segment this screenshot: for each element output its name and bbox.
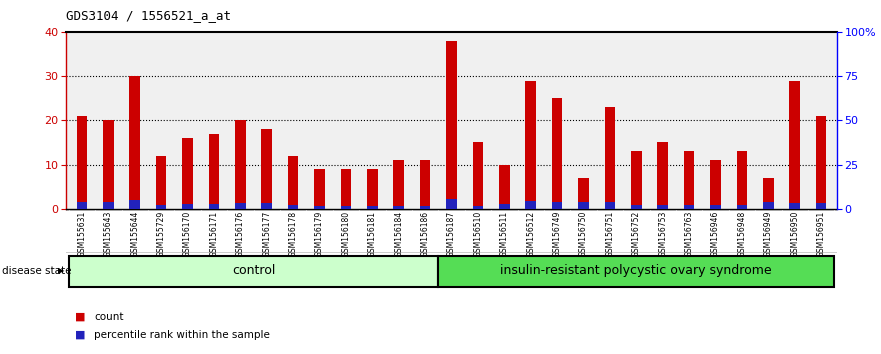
Text: GDS3104 / 1556521_a_at: GDS3104 / 1556521_a_at — [66, 9, 231, 22]
Bar — [525, 81, 536, 209]
Text: GSM156180: GSM156180 — [342, 211, 351, 257]
Text: GSM156950: GSM156950 — [790, 211, 799, 257]
Bar — [420, 160, 431, 209]
Bar — [288, 156, 299, 209]
Bar — [235, 203, 246, 209]
Bar — [341, 206, 352, 209]
Bar — [77, 202, 87, 209]
Bar — [288, 205, 299, 209]
Bar — [816, 203, 826, 209]
Text: GSM156512: GSM156512 — [526, 211, 536, 257]
Bar — [737, 205, 747, 209]
Bar — [209, 204, 219, 209]
Text: GSM156949: GSM156949 — [764, 211, 773, 257]
Bar — [631, 205, 641, 209]
Text: GSM156752: GSM156752 — [632, 211, 640, 257]
Bar — [315, 206, 325, 209]
Bar — [182, 138, 193, 209]
Bar — [341, 169, 352, 209]
Text: GSM156951: GSM156951 — [817, 211, 825, 257]
Text: control: control — [232, 264, 275, 276]
Text: GSM156948: GSM156948 — [737, 211, 746, 257]
Bar — [552, 202, 562, 209]
Bar — [499, 165, 509, 209]
Bar — [235, 120, 246, 209]
Bar — [789, 203, 800, 209]
Bar — [182, 204, 193, 209]
Text: GSM155631: GSM155631 — [78, 211, 86, 257]
Bar — [130, 76, 140, 209]
Bar — [315, 169, 325, 209]
Bar — [816, 116, 826, 209]
Text: GSM156171: GSM156171 — [210, 211, 218, 257]
Bar — [525, 201, 536, 209]
Bar — [447, 41, 456, 209]
Bar — [130, 200, 140, 209]
Bar — [156, 156, 167, 209]
Text: GSM156946: GSM156946 — [711, 211, 720, 257]
Text: GSM156186: GSM156186 — [420, 211, 430, 257]
Bar — [472, 143, 483, 209]
Text: GSM156179: GSM156179 — [315, 211, 324, 257]
Bar — [103, 202, 114, 209]
Bar — [156, 205, 167, 209]
Bar — [657, 205, 668, 209]
Bar — [763, 202, 774, 209]
Bar — [710, 205, 721, 209]
Bar — [578, 178, 589, 209]
Text: ■: ■ — [75, 312, 85, 322]
Text: count: count — [94, 312, 123, 322]
Text: percentile rank within the sample: percentile rank within the sample — [94, 330, 270, 339]
Bar — [69, 256, 439, 287]
Bar — [262, 129, 272, 209]
Text: disease state: disease state — [2, 266, 71, 276]
Text: GSM155643: GSM155643 — [104, 211, 113, 257]
Bar — [763, 178, 774, 209]
Bar — [209, 134, 219, 209]
Text: GSM156184: GSM156184 — [394, 211, 403, 257]
Bar — [103, 120, 114, 209]
Text: GSM155644: GSM155644 — [130, 211, 139, 257]
Text: GSM156763: GSM156763 — [685, 211, 693, 257]
Text: GSM156176: GSM156176 — [236, 211, 245, 257]
Bar — [77, 116, 87, 209]
Bar — [499, 205, 509, 209]
Text: GSM156510: GSM156510 — [473, 211, 483, 257]
Text: GSM156177: GSM156177 — [263, 211, 271, 257]
Bar — [604, 202, 615, 209]
Bar — [552, 98, 562, 209]
Bar — [684, 205, 694, 209]
Bar — [472, 206, 483, 209]
Text: GSM156187: GSM156187 — [447, 211, 456, 257]
Bar — [578, 202, 589, 209]
Bar — [420, 206, 431, 209]
Text: ■: ■ — [75, 330, 85, 339]
Bar — [394, 206, 404, 209]
Text: GSM156751: GSM156751 — [605, 211, 614, 257]
Text: ▶: ▶ — [58, 266, 64, 275]
Bar — [789, 81, 800, 209]
Bar — [439, 256, 834, 287]
Text: GSM156749: GSM156749 — [552, 211, 561, 257]
Bar — [262, 203, 272, 209]
Bar — [710, 160, 721, 209]
Text: GSM156511: GSM156511 — [500, 211, 509, 257]
Text: GSM156750: GSM156750 — [579, 211, 588, 257]
Bar — [684, 152, 694, 209]
Text: insulin-resistant polycystic ovary syndrome: insulin-resistant polycystic ovary syndr… — [500, 264, 772, 276]
Text: GSM156181: GSM156181 — [367, 211, 377, 257]
Text: GSM156178: GSM156178 — [289, 211, 298, 257]
Text: GSM156753: GSM156753 — [658, 211, 667, 257]
Bar — [367, 169, 378, 209]
Text: GSM155729: GSM155729 — [157, 211, 166, 257]
Bar — [447, 199, 456, 209]
Bar — [737, 152, 747, 209]
Bar — [394, 160, 404, 209]
Bar — [367, 206, 378, 209]
Bar — [604, 107, 615, 209]
Bar — [631, 152, 641, 209]
Text: GSM156170: GSM156170 — [183, 211, 192, 257]
Bar — [657, 143, 668, 209]
